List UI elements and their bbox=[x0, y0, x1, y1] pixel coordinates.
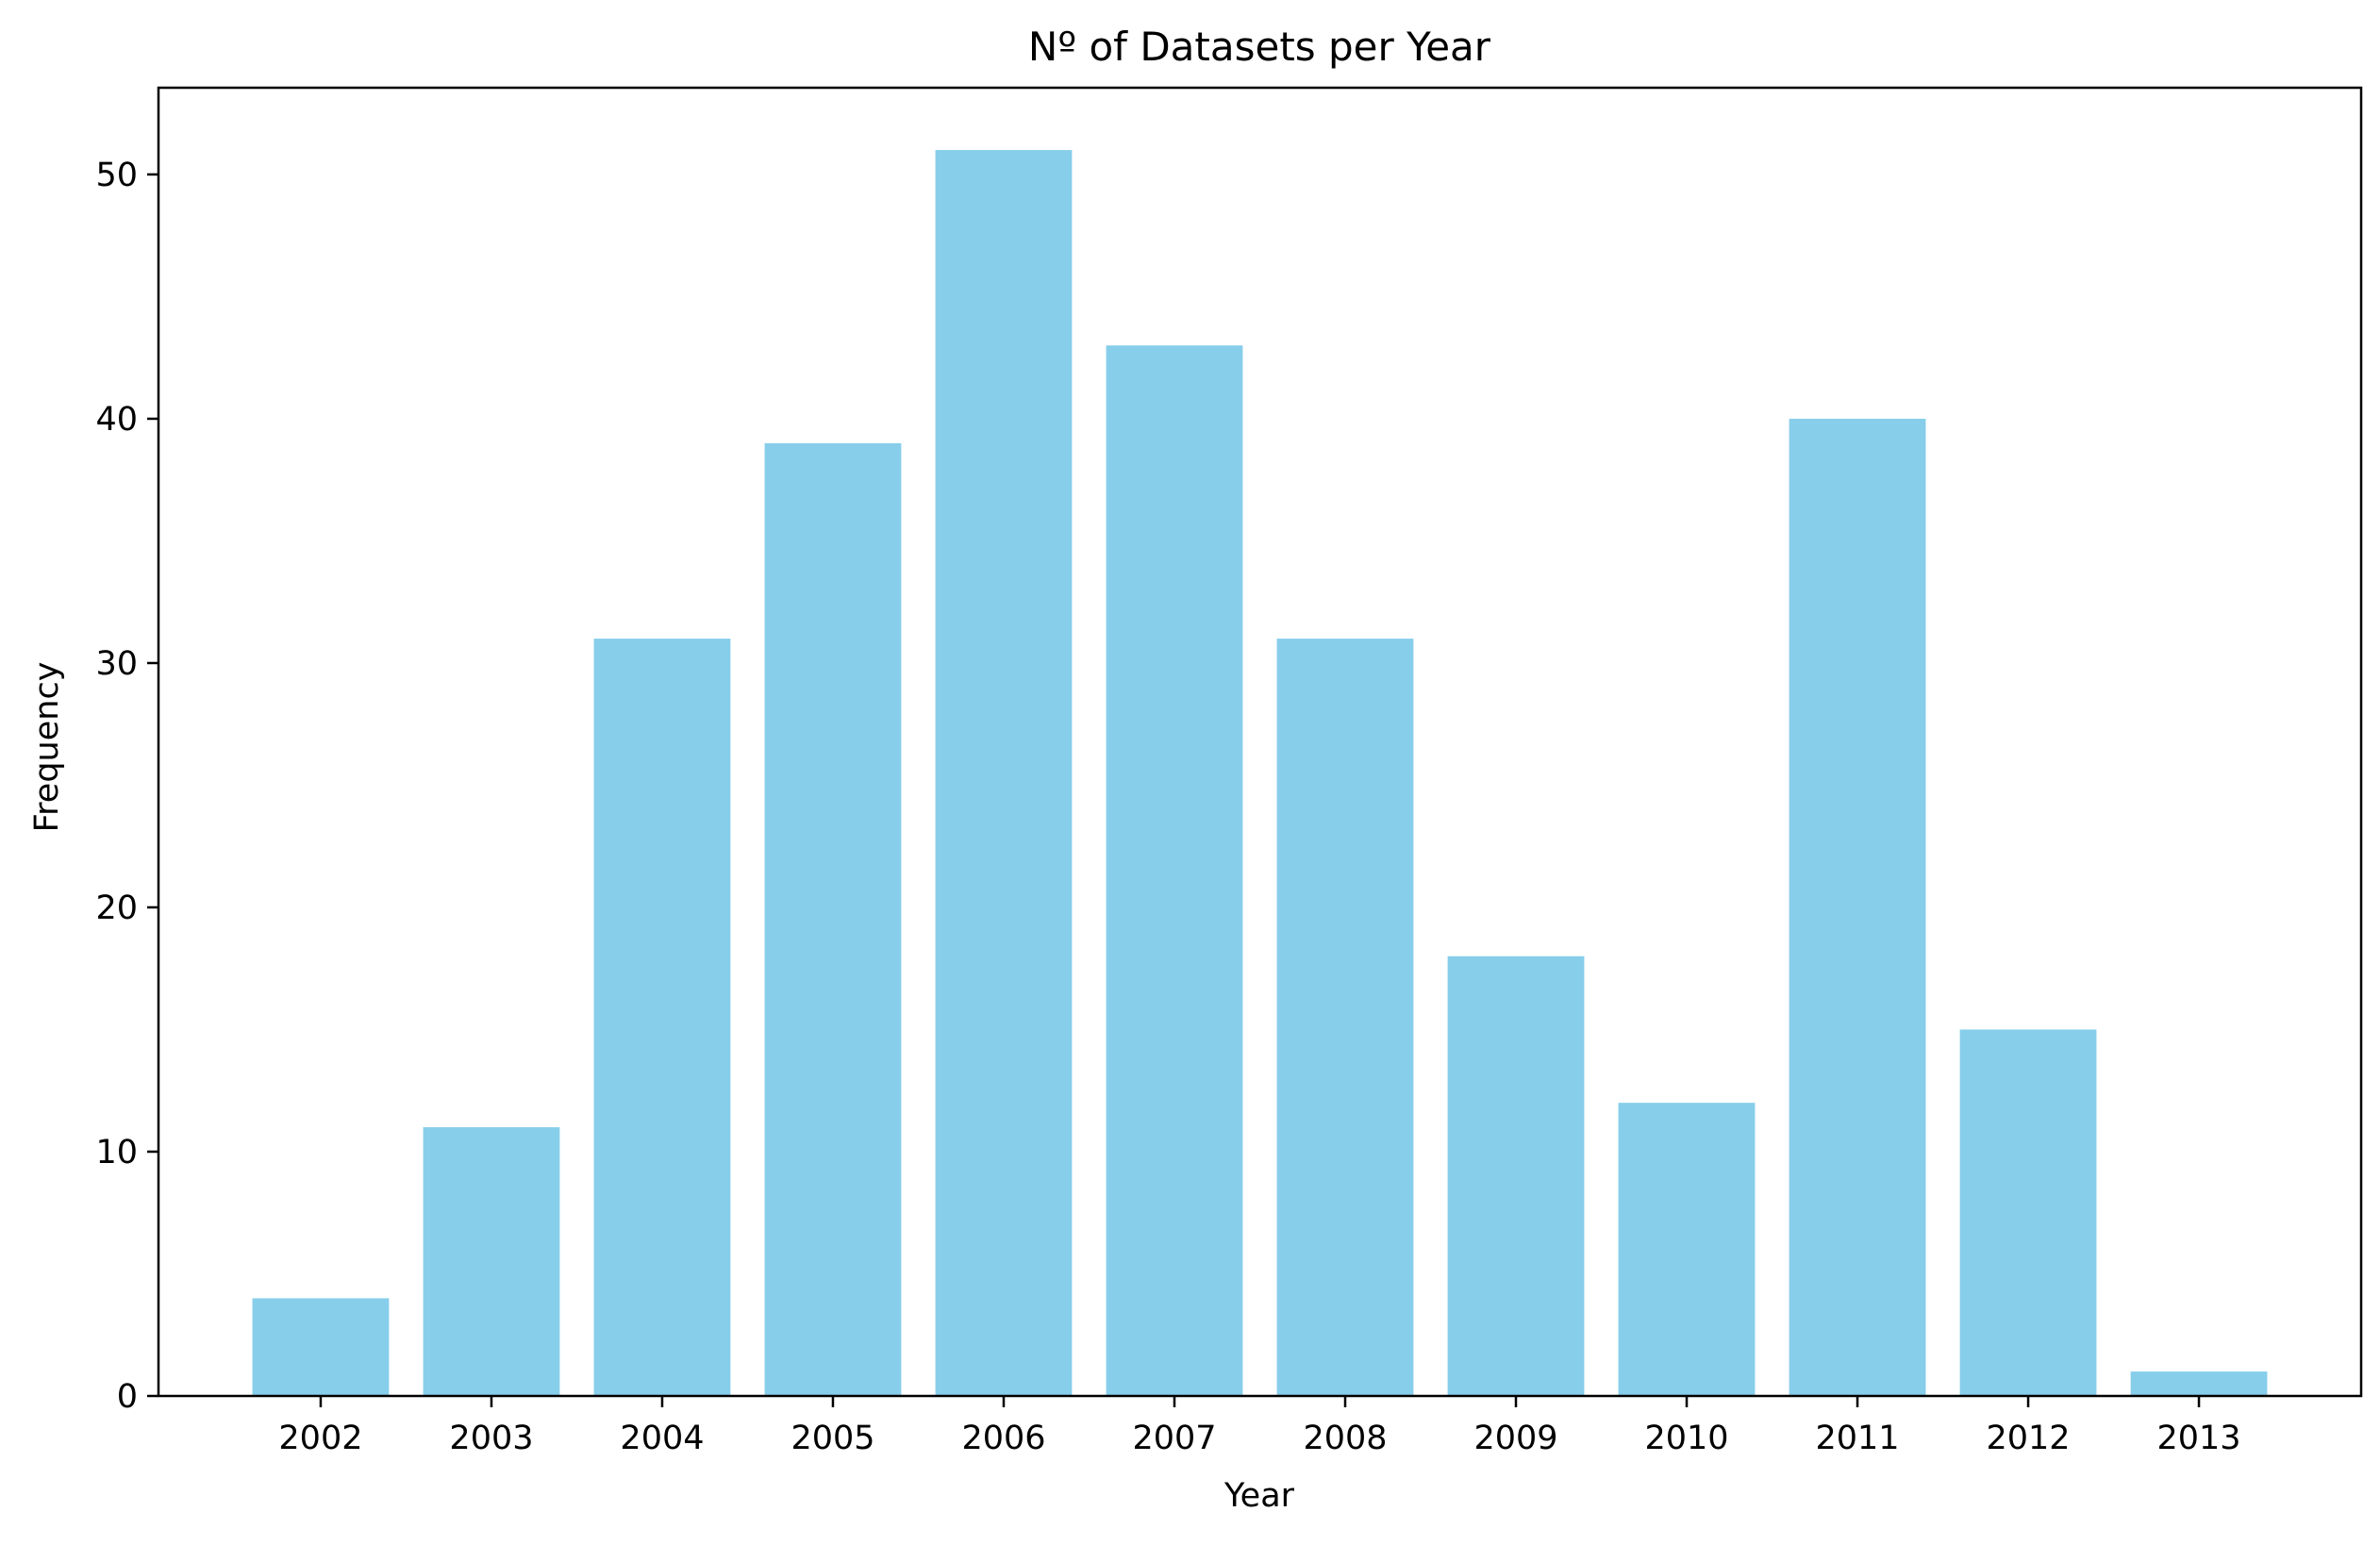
x-tick-label: 2006 bbox=[961, 1420, 1045, 1457]
bar-2003 bbox=[423, 1127, 560, 1396]
bars-layer bbox=[252, 150, 2268, 1397]
x-tick-label: 2010 bbox=[1644, 1420, 1728, 1457]
x-axis: 2002 2003 2004 2005 2006 2007 2008 2009 2010 2011… bbox=[278, 1396, 2241, 1457]
x-tick-label: 2003 bbox=[449, 1420, 533, 1457]
y-tick-label: 10 bbox=[95, 1134, 138, 1171]
y-tick-label: 20 bbox=[95, 889, 138, 927]
bar-2012 bbox=[1959, 1029, 2097, 1396]
y-axis: 0 10 20 30 40 50 bbox=[95, 157, 158, 1416]
x-tick-label: 2007 bbox=[1132, 1420, 1216, 1457]
x-tick-label: 2008 bbox=[1303, 1420, 1387, 1457]
y-tick-label: 40 bbox=[95, 401, 138, 439]
x-tick-label: 2004 bbox=[620, 1420, 704, 1457]
bar-2010 bbox=[1618, 1103, 1756, 1396]
y-tick-label: 50 bbox=[95, 157, 138, 194]
bar-2008 bbox=[1276, 639, 1414, 1396]
x-tick-label: 2002 bbox=[278, 1420, 362, 1457]
y-tick-label: 0 bbox=[117, 1378, 138, 1416]
y-axis-label: Frequency bbox=[28, 662, 66, 833]
bar-2006 bbox=[935, 150, 1073, 1397]
x-tick-label: 2011 bbox=[1815, 1420, 1899, 1457]
x-tick-label: 2013 bbox=[2157, 1420, 2241, 1457]
x-tick-label: 2012 bbox=[1986, 1420, 2070, 1457]
bar-2005 bbox=[764, 442, 902, 1396]
x-tick-label: 2005 bbox=[791, 1420, 874, 1457]
x-axis-label: Year bbox=[1223, 1477, 1295, 1515]
y-tick-label: 30 bbox=[95, 645, 138, 683]
x-tick-label: 2009 bbox=[1473, 1420, 1557, 1457]
bar-2007 bbox=[1106, 345, 1243, 1396]
chart-title: Nº of Datasets per Year bbox=[1028, 24, 1491, 70]
bar-2002 bbox=[252, 1298, 390, 1396]
bar-2009 bbox=[1447, 955, 1585, 1396]
bar-2004 bbox=[593, 639, 731, 1396]
bar-2013 bbox=[2130, 1371, 2268, 1396]
plot-frame bbox=[157, 86, 2363, 1398]
bar-2011 bbox=[1789, 418, 1926, 1396]
